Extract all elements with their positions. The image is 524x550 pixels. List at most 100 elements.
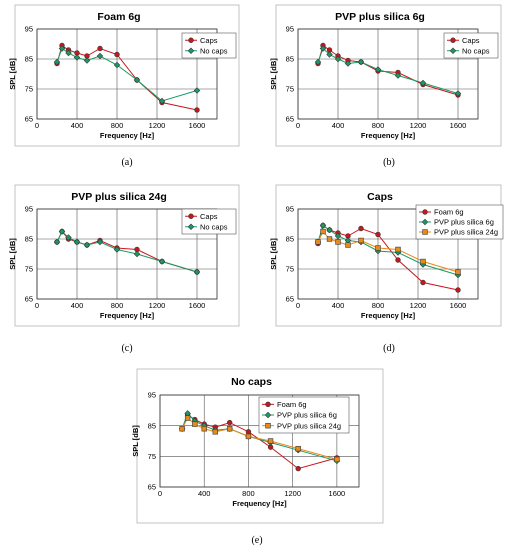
legend-label: Foam 6g <box>277 400 307 409</box>
plot-area <box>159 394 360 488</box>
x-tick-label: 800 <box>372 121 385 130</box>
legend-marker <box>449 47 457 54</box>
legend-label: No caps <box>462 46 490 55</box>
series-line <box>317 44 459 96</box>
data-point <box>193 268 201 276</box>
data-point <box>179 426 185 432</box>
x-tick-label: 1200 <box>410 301 427 310</box>
legend-label: PVP plus silica 24g <box>277 421 341 430</box>
x-tick-label: 1200 <box>410 121 427 130</box>
series-line <box>317 230 459 273</box>
y-tick-label: 75 <box>148 452 156 461</box>
x-tick-label: 1200 <box>149 121 166 130</box>
y-tick-label: 75 <box>286 85 294 94</box>
y-axis-label: SPL [dB] <box>131 425 140 457</box>
panel-caption: (c) <box>121 343 132 354</box>
data-point <box>334 55 342 63</box>
y-tick-label: 75 <box>25 85 33 94</box>
series-2 <box>53 45 201 105</box>
chart-title: Caps <box>367 191 393 203</box>
series-line <box>317 224 459 276</box>
y-tick-label: 85 <box>25 55 33 64</box>
y-tick-label: 65 <box>286 295 294 304</box>
series-line <box>56 230 198 273</box>
x-tick-label: 800 <box>111 121 124 130</box>
chart-title: PVP plus silica 24g <box>71 191 167 203</box>
legend-marker <box>187 223 195 230</box>
data-point <box>193 87 201 94</box>
legend-marker <box>422 209 428 215</box>
x-tick-label: 1600 <box>329 489 346 498</box>
data-point <box>334 456 340 463</box>
data-point <box>58 228 66 235</box>
plot-area <box>36 208 218 300</box>
legend-marker <box>421 218 429 226</box>
data-point <box>201 426 207 432</box>
legend-marker <box>422 229 428 235</box>
data-point <box>184 415 191 421</box>
y-tick-label: 95 <box>286 205 294 214</box>
data-point <box>394 72 402 79</box>
data-point <box>113 61 121 69</box>
data-point <box>334 232 342 240</box>
data-point <box>419 79 427 87</box>
x-axis-label: Frequency [Hz] <box>232 499 287 508</box>
series-line <box>181 417 338 460</box>
y-tick-label: 85 <box>148 421 156 430</box>
chart-panel-2: 0 400 800 1200 1600 65 75 85 95 PVP plus silica 6… <box>269 4 502 168</box>
x-tick-label: 0 <box>158 489 162 498</box>
panel-caption: (d) <box>383 343 395 354</box>
legend-box <box>181 208 237 235</box>
x-tick-label: 1600 <box>450 301 467 310</box>
data-point <box>245 433 252 440</box>
x-tick-label: 400 <box>71 301 84 310</box>
data-point <box>226 426 233 432</box>
data-point <box>454 90 462 97</box>
data-point <box>357 58 365 66</box>
y-tick-label: 65 <box>25 295 33 304</box>
plot-area <box>297 208 479 300</box>
data-point <box>455 269 461 275</box>
data-point <box>319 222 327 229</box>
data-point <box>53 238 61 246</box>
data-point <box>375 231 381 238</box>
chart-title: No caps <box>231 376 272 388</box>
data-point <box>319 45 327 52</box>
data-point <box>83 57 91 64</box>
x-tick-label: 1600 <box>189 121 206 130</box>
y-tick-label: 65 <box>148 483 156 492</box>
data-point <box>96 52 104 60</box>
data-point <box>420 258 426 265</box>
data-point <box>420 279 426 286</box>
series-line <box>317 47 459 94</box>
chart-panel-3: 0 400 800 1200 1600 65 75 85 95 PVP plus silica 2… <box>8 184 240 354</box>
x-tick-label: 400 <box>332 301 345 310</box>
data-point <box>358 237 364 244</box>
chart-title: PVP plus silica 6g <box>335 11 425 23</box>
data-point <box>96 238 104 246</box>
chart-frame <box>14 4 240 147</box>
y-tick-label: 75 <box>286 265 294 274</box>
data-point <box>65 234 72 241</box>
y-tick-label: 65 <box>286 115 294 124</box>
y-tick-label: 95 <box>25 205 33 214</box>
x-tick-label: 800 <box>111 301 124 310</box>
y-tick-label: 85 <box>25 235 33 244</box>
y-tick-label: 85 <box>286 55 294 64</box>
legend-marker <box>187 47 195 54</box>
series-3 <box>179 415 340 463</box>
series-line <box>56 230 198 273</box>
data-point <box>194 107 200 113</box>
data-point <box>113 246 121 253</box>
data-point <box>320 228 326 235</box>
panel-caption: (b) <box>383 157 395 168</box>
data-point <box>326 51 333 58</box>
data-point <box>226 419 233 426</box>
chart-frame <box>14 184 240 327</box>
x-tick-label: 1600 <box>450 121 467 130</box>
data-point <box>314 58 322 66</box>
x-tick-label: 400 <box>332 121 345 130</box>
legend-label: Caps <box>200 36 218 45</box>
